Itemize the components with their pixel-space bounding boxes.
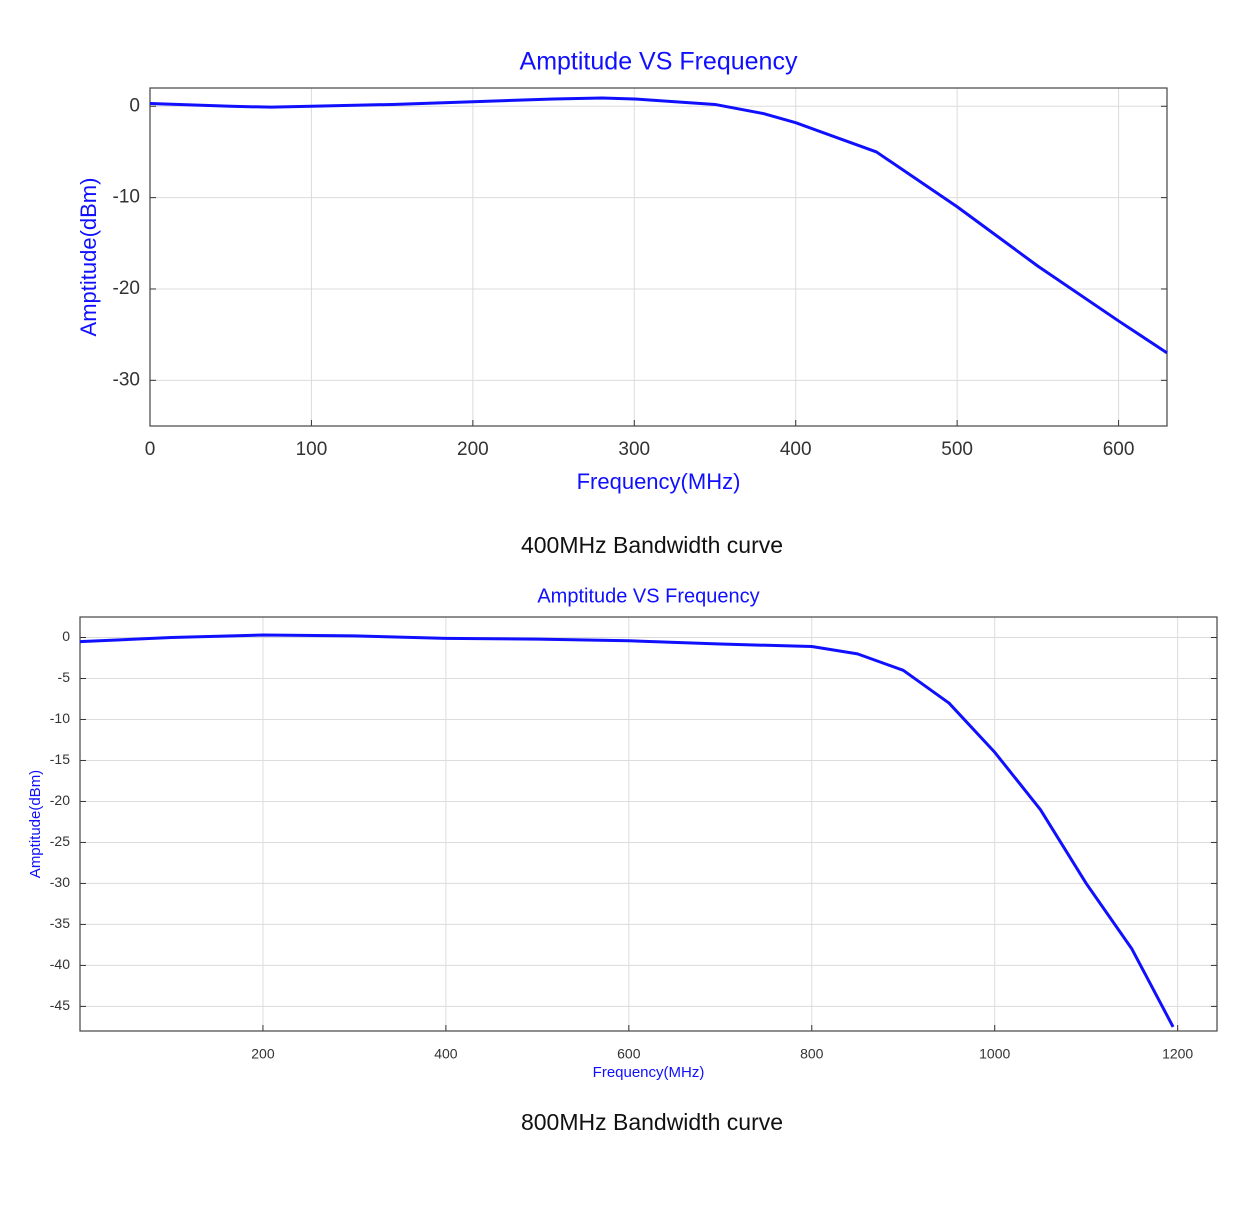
line — [149, 96, 1168, 355]
y-tick-label: -45 — [50, 997, 70, 1013]
y-axis-label: Amptitude(dBm) — [27, 770, 44, 878]
x-tick-label: 300 — [618, 439, 650, 460]
x-tick-label: 800 — [800, 1046, 824, 1062]
y-tick-label: -5 — [58, 669, 71, 685]
chart-title: Amptitude VS Frequency — [537, 585, 759, 607]
x-tick-label: 200 — [251, 1046, 275, 1062]
plot-frame — [149, 87, 1168, 427]
x-tick-label: 100 — [296, 439, 328, 460]
x-tick-label: 500 — [941, 439, 973, 460]
x-tick-label: 1200 — [1162, 1046, 1193, 1062]
y-tick-label: -25 — [50, 833, 70, 849]
plot-area — [80, 617, 1217, 1031]
y-tick-label: -20 — [113, 278, 140, 299]
x-axis-label: Frequency(MHz) — [593, 1064, 705, 1081]
y-tick-label: -10 — [50, 710, 70, 726]
x-tick-label: 400 — [434, 1046, 458, 1062]
plot-area — [150, 88, 1167, 426]
y-tick-label: -30 — [113, 369, 140, 390]
x-axis-label: Frequency(MHz) — [577, 469, 741, 494]
y-tick-label: -20 — [50, 792, 70, 808]
y-tick-label: -30 — [50, 874, 70, 890]
y-tick-label: -40 — [50, 956, 70, 972]
y-axis-label: Amptitude(dBm) — [76, 178, 101, 337]
chart-title: Amptitude VS Frequency — [520, 48, 798, 76]
caption: 800MHz Bandwidth curve — [521, 1109, 783, 1135]
x-tick-label: 200 — [457, 439, 489, 460]
caption: 400MHz Bandwidth curve — [521, 532, 783, 558]
y-tick-label: 0 — [62, 628, 70, 644]
x-tick-label: 0 — [145, 439, 156, 460]
x-tick-label: 600 — [1103, 439, 1135, 460]
y-tick-label: -35 — [50, 915, 70, 931]
x-tick-label: 600 — [617, 1046, 641, 1062]
y-tick-label: -10 — [113, 187, 140, 208]
y-tick-label: -15 — [50, 751, 70, 767]
y-tick-label: 0 — [129, 95, 140, 116]
x-tick-label: 1000 — [979, 1046, 1010, 1062]
line — [79, 633, 1175, 1028]
x-tick-label: 400 — [780, 439, 812, 460]
plot-frame — [79, 616, 1218, 1032]
